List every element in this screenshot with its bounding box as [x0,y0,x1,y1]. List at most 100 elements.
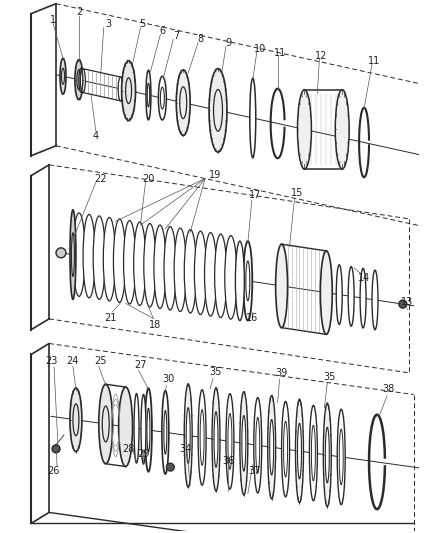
Ellipse shape [159,76,166,120]
Ellipse shape [162,391,169,474]
Ellipse shape [297,423,301,479]
Ellipse shape [360,268,366,328]
Text: 5: 5 [139,19,145,29]
Ellipse shape [184,384,192,487]
Text: 13: 13 [401,297,413,307]
Ellipse shape [103,217,116,301]
Text: 17: 17 [249,190,261,200]
Ellipse shape [268,395,276,499]
Text: 37: 37 [249,466,261,475]
Text: 8: 8 [197,35,203,44]
Circle shape [56,248,66,258]
Ellipse shape [145,388,152,472]
Ellipse shape [200,410,204,465]
Text: 11: 11 [273,49,286,58]
Text: 39: 39 [276,368,288,378]
Circle shape [52,445,60,453]
Ellipse shape [164,227,176,310]
Ellipse shape [320,251,332,334]
Circle shape [166,463,174,471]
Ellipse shape [70,388,82,451]
Ellipse shape [205,232,217,316]
Ellipse shape [228,414,232,469]
Ellipse shape [296,399,304,503]
Ellipse shape [184,230,196,313]
Ellipse shape [124,221,136,304]
Ellipse shape [372,270,378,330]
Text: 26: 26 [47,466,59,475]
Ellipse shape [134,393,139,463]
Ellipse shape [297,90,311,169]
Text: 11: 11 [368,56,380,66]
Ellipse shape [335,90,349,169]
Ellipse shape [348,266,354,326]
Ellipse shape [144,223,156,307]
Ellipse shape [113,219,126,302]
Ellipse shape [225,236,237,319]
Ellipse shape [119,387,133,466]
Text: 9: 9 [225,38,231,49]
Ellipse shape [240,392,248,495]
Text: 24: 24 [67,357,79,366]
Ellipse shape [276,244,288,328]
Ellipse shape [83,214,95,298]
Ellipse shape [73,213,85,296]
Text: 25: 25 [95,357,107,366]
Ellipse shape [311,425,315,481]
Ellipse shape [134,222,146,305]
Ellipse shape [226,394,234,489]
Text: 12: 12 [315,51,328,61]
Text: 34: 34 [179,444,191,454]
Ellipse shape [282,401,290,497]
Text: 38: 38 [383,384,395,394]
Ellipse shape [60,59,66,94]
Ellipse shape [336,265,342,325]
Ellipse shape [337,409,345,505]
Ellipse shape [209,69,227,152]
Ellipse shape [141,394,146,464]
Text: 36: 36 [222,456,234,466]
Text: 30: 30 [162,374,174,384]
Ellipse shape [244,241,252,321]
Ellipse shape [70,210,76,300]
Circle shape [399,300,407,308]
Ellipse shape [186,408,190,463]
Text: 19: 19 [209,169,221,180]
Ellipse shape [214,411,218,467]
Ellipse shape [75,60,83,100]
Text: 27: 27 [134,360,147,370]
Text: 21: 21 [105,313,117,322]
Text: 1: 1 [50,14,56,25]
Text: 3: 3 [106,19,112,29]
Ellipse shape [339,429,343,485]
Ellipse shape [254,398,262,493]
Ellipse shape [325,427,329,483]
Text: 35: 35 [209,367,221,377]
Ellipse shape [154,225,166,309]
Ellipse shape [81,69,85,93]
Ellipse shape [93,216,105,300]
Text: 15: 15 [291,189,304,198]
Ellipse shape [309,406,318,501]
Ellipse shape [250,78,256,158]
Text: 14: 14 [358,273,370,283]
Text: 28: 28 [122,444,135,454]
Text: 18: 18 [149,320,162,329]
Ellipse shape [256,417,260,473]
Ellipse shape [212,388,220,491]
Text: 20: 20 [142,174,155,183]
Ellipse shape [242,416,246,471]
Ellipse shape [198,390,206,485]
Ellipse shape [176,70,190,135]
Ellipse shape [215,234,227,318]
Ellipse shape [270,419,274,475]
Text: 29: 29 [137,449,150,459]
Text: 22: 22 [95,174,107,183]
Text: 4: 4 [93,131,99,141]
Ellipse shape [323,403,331,507]
Text: 35: 35 [323,372,336,382]
Text: 23: 23 [45,357,57,366]
Text: 16: 16 [246,313,258,322]
Text: 10: 10 [254,44,266,54]
Ellipse shape [122,61,135,120]
